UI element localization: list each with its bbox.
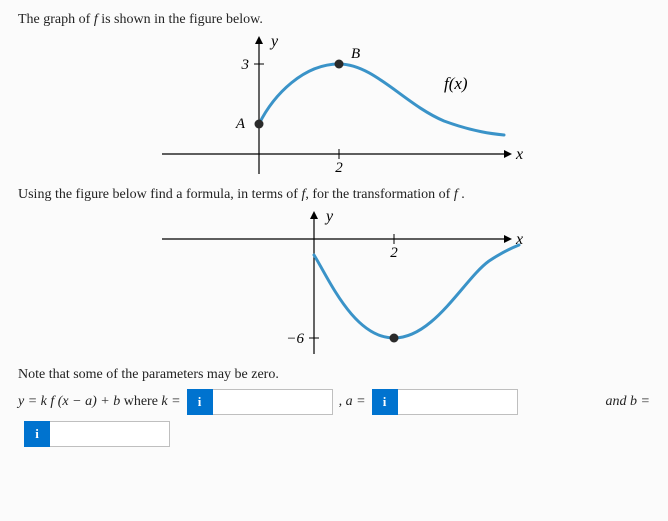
info-icon[interactable]: i: [187, 389, 213, 415]
svg-text:y: y: [324, 209, 334, 225]
input-k[interactable]: [213, 389, 333, 415]
input-b-field: i: [24, 421, 170, 447]
input-a[interactable]: [398, 389, 518, 415]
svg-text:x: x: [515, 146, 523, 163]
info-icon[interactable]: i: [372, 389, 398, 415]
svg-text:f(x): f(x): [444, 74, 468, 93]
chart-1: 2 3 y x f(x) A B: [144, 34, 524, 179]
svg-text:−6: −6: [286, 331, 304, 347]
svg-text:2: 2: [390, 245, 398, 261]
label-b: and b =: [606, 394, 650, 410]
note-line: Note that some of the parameters may be …: [18, 367, 650, 383]
svg-text:y: y: [269, 34, 279, 50]
svg-text:B: B: [351, 46, 360, 62]
input-k-field: i: [187, 389, 333, 415]
prompt-line-2: Using the figure below find a formula, i…: [18, 187, 650, 203]
prompt-line-1: The graph of f is shown in the figure be…: [18, 12, 650, 28]
svg-text:2: 2: [335, 160, 343, 176]
chart-2: 2−6yx: [144, 209, 524, 359]
label-a: , a =: [339, 394, 366, 410]
svg-text:A: A: [235, 116, 246, 132]
answer-row-2: i: [18, 421, 650, 447]
svg-text:3: 3: [241, 57, 250, 73]
answer-row: y = k f (x − a) + b where k = i , a = i …: [18, 389, 650, 415]
input-a-field: i: [372, 389, 518, 415]
info-icon[interactable]: i: [24, 421, 50, 447]
input-b[interactable]: [50, 421, 170, 447]
equation-prefix: y = k f (x − a) + b where k =: [18, 394, 181, 410]
chart-2-wrap: 2−6yx: [18, 209, 650, 359]
chart-1-wrap: 2 3 y x f(x) A B: [18, 34, 650, 179]
